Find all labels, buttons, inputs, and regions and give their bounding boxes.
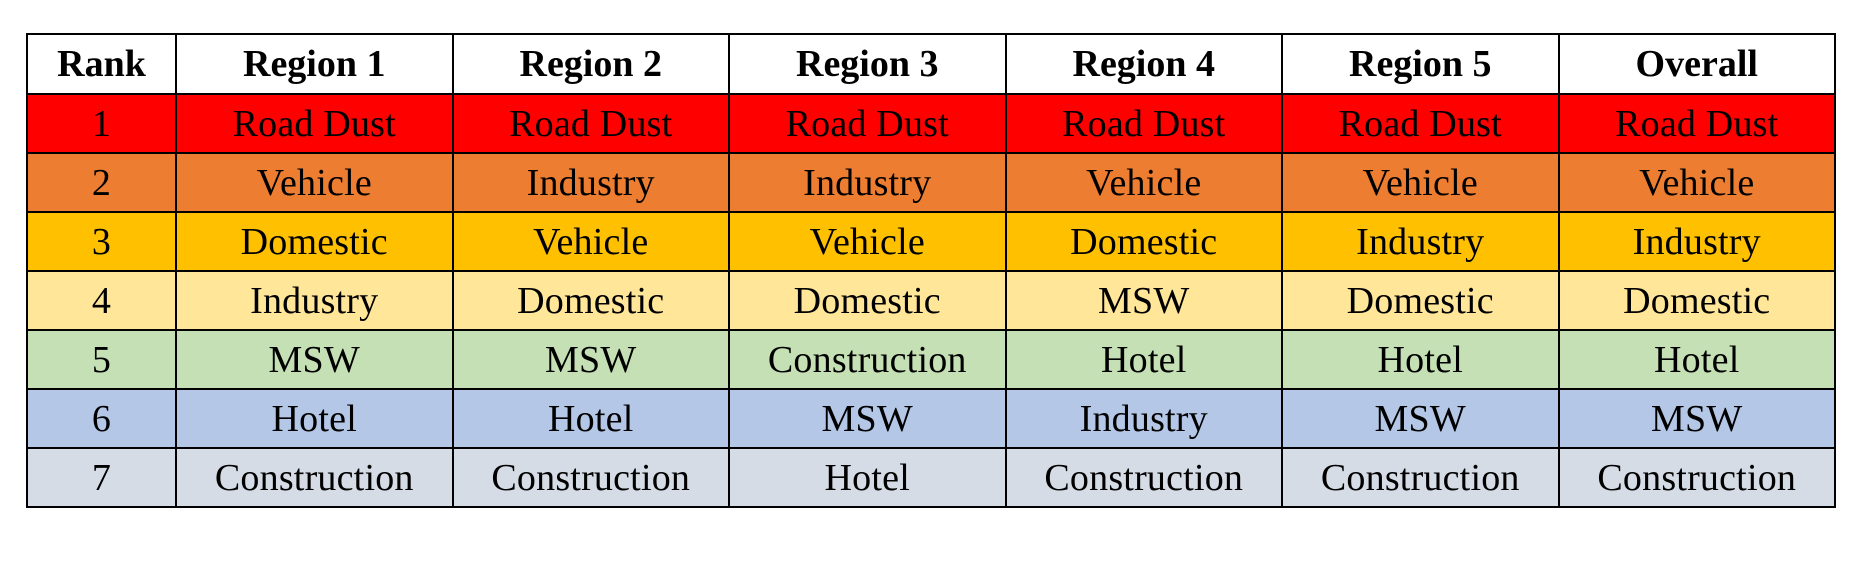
table-cell: Hotel (1281, 329, 1560, 390)
table-cell: Hotel (1557, 329, 1836, 390)
table-cell: Hotel (451, 388, 730, 449)
table-cell: Domestic (451, 270, 730, 331)
table-cell: Industry (728, 152, 1007, 213)
source-ranking-table: Rank Region 1 Region 2 Region 3 Region 4… (26, 33, 1836, 508)
table-row: 6 Hotel Hotel MSW Industry MSW MSW (26, 388, 1836, 449)
header-rank: Rank (26, 33, 177, 95)
header-region-1: Region 1 (175, 33, 454, 95)
table-cell: Road Dust (728, 93, 1007, 154)
rank-cell: 5 (26, 329, 177, 390)
table-cell: Road Dust (175, 93, 454, 154)
table-cell: MSW (1004, 270, 1283, 331)
table-cell: Construction (1281, 447, 1560, 508)
table-cell: Domestic (728, 270, 1007, 331)
table-cell: Construction (1557, 447, 1836, 508)
table-cell: Vehicle (1004, 152, 1283, 213)
table-cell: Hotel (1004, 329, 1283, 390)
header-row: Rank Region 1 Region 2 Region 3 Region 4… (26, 33, 1836, 95)
table-cell: MSW (1281, 388, 1560, 449)
rank-cell: 3 (26, 211, 177, 272)
ranking-table-container: Rank Region 1 Region 2 Region 3 Region 4… (26, 33, 1836, 508)
table-cell: MSW (451, 329, 730, 390)
table-row: 1 Road Dust Road Dust Road Dust Road Dus… (26, 93, 1836, 154)
table-cell: Industry (175, 270, 454, 331)
table-cell: Vehicle (728, 211, 1007, 272)
table-cell: Road Dust (1557, 93, 1836, 154)
table-row: 7 Construction Construction Hotel Constr… (26, 447, 1836, 508)
header-region-5: Region 5 (1281, 33, 1560, 95)
table-cell: Construction (1004, 447, 1283, 508)
header-region-3: Region 3 (728, 33, 1007, 95)
table-cell: Vehicle (1557, 152, 1836, 213)
table-cell: MSW (728, 388, 1007, 449)
table-cell: Construction (175, 447, 454, 508)
table-cell: MSW (175, 329, 454, 390)
table-row: 3 Domestic Vehicle Vehicle Domestic Indu… (26, 211, 1836, 272)
table-cell: Construction (728, 329, 1007, 390)
rank-cell: 4 (26, 270, 177, 331)
table-cell: Domestic (175, 211, 454, 272)
header-region-4: Region 4 (1004, 33, 1283, 95)
table-cell: Road Dust (451, 93, 730, 154)
table-cell: Industry (1004, 388, 1283, 449)
rank-cell: 2 (26, 152, 177, 213)
header-overall: Overall (1557, 33, 1836, 95)
header-region-2: Region 2 (451, 33, 730, 95)
table-cell: Road Dust (1281, 93, 1560, 154)
table-cell: MSW (1557, 388, 1836, 449)
table-cell: Hotel (175, 388, 454, 449)
table-cell: Construction (451, 447, 730, 508)
table-cell: Vehicle (175, 152, 454, 213)
table-cell: Domestic (1004, 211, 1283, 272)
table-row: 2 Vehicle Industry Industry Vehicle Vehi… (26, 152, 1836, 213)
table-cell: Domestic (1281, 270, 1560, 331)
table-cell: Industry (1557, 211, 1836, 272)
table-cell: Vehicle (1281, 152, 1560, 213)
table-cell: Industry (1281, 211, 1560, 272)
rank-cell: 1 (26, 93, 177, 154)
table-row: 5 MSW MSW Construction Hotel Hotel Hotel (26, 329, 1836, 390)
rank-cell: 7 (26, 447, 177, 508)
table-cell: Vehicle (451, 211, 730, 272)
rank-cell: 6 (26, 388, 177, 449)
table-cell: Hotel (728, 447, 1007, 508)
table-row: 4 Industry Domestic Domestic MSW Domesti… (26, 270, 1836, 331)
table-cell: Road Dust (1004, 93, 1283, 154)
table-cell: Domestic (1557, 270, 1836, 331)
table-header: Rank Region 1 Region 2 Region 3 Region 4… (26, 33, 1836, 95)
table-cell: Industry (451, 152, 730, 213)
table-body: 1 Road Dust Road Dust Road Dust Road Dus… (26, 93, 1836, 508)
